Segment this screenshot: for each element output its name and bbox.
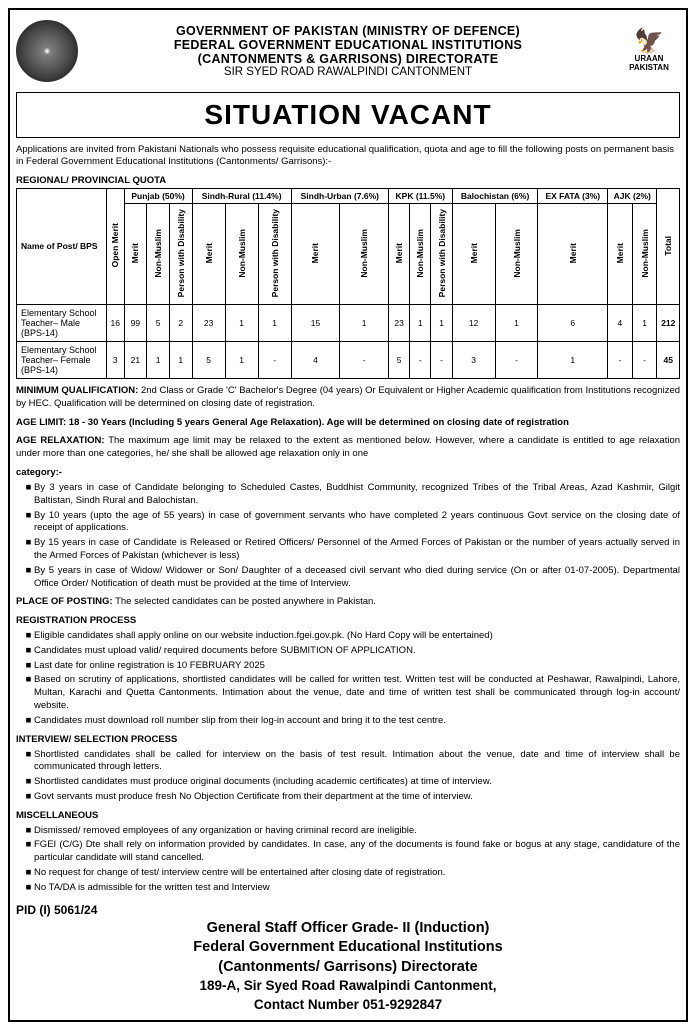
footer-line-5: Contact Number 051-9292847 — [16, 996, 680, 1014]
header-text: GOVERNMENT OF PAKISTAN (MINISTRY OF DEFE… — [86, 24, 610, 78]
header-line-1: GOVERNMENT OF PAKISTAN (MINISTRY OF DEFE… — [86, 24, 610, 38]
list-item: By 10 years (upto the age of 55 years) i… — [34, 510, 680, 536]
quota-tbody: Elementary School Teacher– Male (BPS-14)… — [17, 305, 680, 379]
quota-thead: Name of Post/ BPS Open Merit Punjab (50%… — [17, 188, 680, 304]
brand-bottom: PAKISTAN — [629, 63, 669, 72]
title-block: SITUATION VACANT — [16, 92, 680, 138]
region-fata: EX FATA (3%) — [538, 188, 608, 203]
list-item: Shortlisted candidates must produce orig… — [34, 776, 680, 789]
posting: PLACE OF POSTING: The selected candidate… — [16, 596, 680, 609]
interview-process: INTERVIEW/ SELECTION PROCESS Shortlisted… — [16, 734, 680, 804]
page-title: SITUATION VACANT — [17, 99, 679, 131]
col-open-merit: Open Merit — [107, 188, 125, 304]
category-label: category:- — [16, 467, 62, 478]
miscellaneous: MISCELLANEOUS Dismissed/ removed employe… — [16, 810, 680, 895]
table-row: Elementary School Teacher– Female (BPS-1… — [17, 342, 680, 379]
region-ajk: AJK (2%) — [608, 188, 657, 203]
region-punjab: Punjab (50%) — [124, 188, 192, 203]
category-block: category:- By 3 years in case of Candida… — [16, 467, 680, 590]
list-item: FGEI (C/G) Dte shall rely on information… — [34, 839, 680, 865]
quota-table: Name of Post/ BPS Open Merit Punjab (50%… — [16, 188, 680, 379]
table-row: Elementary School Teacher– Male (BPS-14)… — [17, 305, 680, 342]
brand-top: URAAN — [635, 54, 664, 63]
advert-container: ◉ GOVERNMENT OF PAKISTAN (MINISTRY OF DE… — [8, 8, 688, 1022]
list-item: Last date for online registration is 10 … — [34, 660, 680, 673]
region-sindh-urban: Sindh-Urban (7.6%) — [291, 188, 388, 203]
header-line-2: FEDERAL GOVERNMENT EDUCATIONAL INSTITUTI… — [86, 38, 610, 52]
registration-list: Eligible candidates shall apply online o… — [34, 630, 680, 728]
list-item: Govt servants must produce fresh No Obje… — [34, 791, 680, 804]
registration-process: REGISTRATION PROCESS Eligible candidates… — [16, 615, 680, 728]
intro-text: Applications are invited from Pakistani … — [16, 144, 680, 169]
interview-list: Shortlisted candidates shall be called f… — [34, 749, 680, 804]
header: ◉ GOVERNMENT OF PAKISTAN (MINISTRY OF DE… — [16, 16, 680, 88]
age-limit: AGE LIMIT: 18 - 30 Years (Including 5 ye… — [16, 417, 680, 430]
list-item: By 5 years in case of Widow/ Widower or … — [34, 565, 680, 591]
govt-seal-icon: ◉ — [16, 20, 78, 82]
age-relaxation: AGE RELAXATION: The maximum age limit ma… — [16, 435, 680, 461]
list-item: Candidates must upload valid/ required d… — [34, 645, 680, 658]
list-item: Dismissed/ removed employees of any orga… — [34, 825, 680, 838]
list-item: By 3 years in case of Candidate belongin… — [34, 482, 680, 508]
col-total: Total — [657, 188, 680, 304]
category-list: By 3 years in case of Candidate belongin… — [34, 482, 680, 591]
region-kpk: KPK (11.5%) — [388, 188, 452, 203]
list-item: By 15 years in case of Candidate is Rele… — [34, 537, 680, 563]
list-item: Candidates must download roll number sli… — [34, 715, 680, 728]
misc-list: Dismissed/ removed employees of any orga… — [34, 825, 680, 895]
footer-line-3: (Cantonments/ Garrisons) Directorate — [16, 958, 680, 978]
quota-label: REGIONAL/ PROVINCIAL QUOTA — [16, 175, 680, 186]
header-line-4: SIR SYED ROAD RAWALPINDI CANTONMENT — [86, 66, 610, 78]
eagle-icon: 🦅 — [634, 30, 664, 54]
header-line-3: (CANTONMENTS & GARRISONS) DIRECTORATE — [86, 52, 610, 66]
region-balochistan: Balochistan (6%) — [452, 188, 538, 203]
list-item: No TA/DA is admissible for the written t… — [34, 882, 680, 895]
list-item: Eligible candidates shall apply online o… — [34, 630, 680, 643]
region-sindh-rural: Sindh-Rural (11.4%) — [192, 188, 291, 203]
uraan-logo: 🦅 URAAN PAKISTAN — [618, 20, 680, 82]
footer-line-2: Federal Government Educational Instituti… — [16, 938, 680, 958]
min-qualification: MINIMUM QUALIFICATION: 2nd Class or Grad… — [16, 385, 680, 411]
footer-line-4: 189-A, Sir Syed Road Rawalpindi Cantonme… — [16, 977, 680, 995]
list-item: Shortlisted candidates shall be called f… — [34, 749, 680, 775]
list-item: No request for change of test/ interview… — [34, 867, 680, 880]
list-item: Based on scrutiny of applications, short… — [34, 674, 680, 712]
col-post: Name of Post/ BPS — [17, 188, 107, 304]
footer-block: General Staff Officer Grade- II (Inducti… — [16, 919, 680, 1014]
footer-line-1: General Staff Officer Grade- II (Inducti… — [16, 919, 680, 939]
pid-number: PID (I) 5061/24 — [16, 903, 680, 917]
